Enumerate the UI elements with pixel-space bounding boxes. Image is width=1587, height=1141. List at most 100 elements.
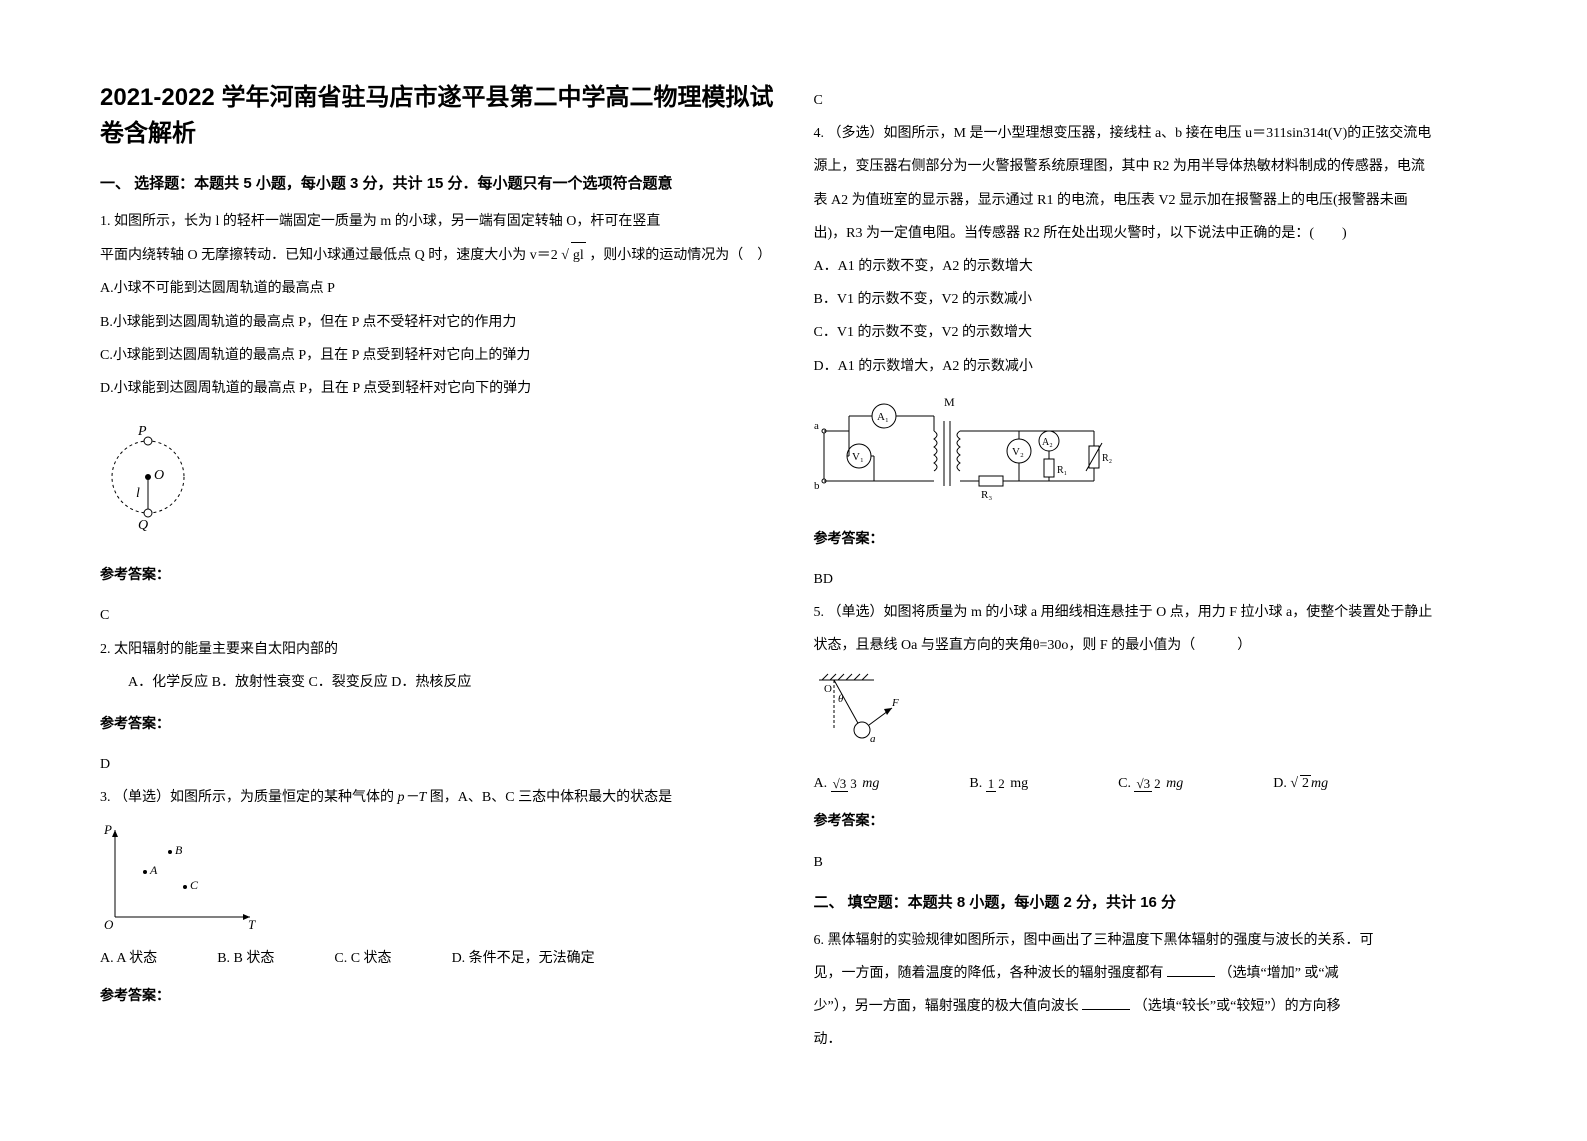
q1-ans: C — [100, 603, 774, 628]
q4-label-r3: R₃ — [981, 489, 992, 501]
q3-stem: 3. （单选）如图所示，为质量恒定的某种气体的 p－T 图，A、B、C 三态中体… — [100, 785, 774, 810]
q2-opts: A．化学反应 B．放射性衰变 C．裂变反应 D．热核反应 — [100, 670, 774, 695]
q5-label-f: F — [891, 697, 899, 709]
q4-label-a: a — [814, 420, 819, 432]
q3-opts: A. A 状态 B. B 状态 C. C 状态 D. 条件不足，无法确定 — [100, 947, 774, 967]
q4-label-r1: R₁ — [1057, 465, 1067, 476]
q1-label-o: O — [154, 468, 164, 483]
q6-stem-2: 见，一方面，随着温度的降低，各种波长的辐射强度都有 （选填“增加” 或“减 — [814, 961, 1488, 986]
q5-label-theta: θ — [838, 693, 844, 705]
q3-stem-i: p－T — [398, 790, 427, 805]
q3-axis-p: P — [103, 822, 112, 837]
q3-opt-d: D. 条件不足，无法确定 — [452, 947, 595, 967]
q5-opt-d-pre: D. — [1273, 776, 1290, 791]
q5-opt-c-den: 2 — [1152, 776, 1163, 791]
q4-diagram: a b A₁ V₁ M R₃ — [814, 391, 1114, 501]
q4-stem-4: 出)，R3 为一定值电阻。当传感器 R2 所在处出现火警时，以下说法中正确的是：… — [814, 221, 1488, 246]
q6-stem-2b: （选填“增加” 或“减 — [1219, 966, 1339, 981]
q5-opt-a-den: 3 — [848, 776, 859, 791]
q1-stem-2b: ，则小球的运动情况为（ ） — [589, 248, 771, 263]
q5-opt-a-pre: A. — [814, 776, 831, 791]
left-column: 2021-2022 学年河南省驻马店市遂平县第二中学高二物理模拟试卷含解析 一、… — [100, 80, 774, 1061]
q5-opt-b-den: 2 — [996, 776, 1007, 791]
q3-pt-b: B — [175, 843, 183, 857]
q5-opt-b: B. 12 mg — [969, 776, 1028, 792]
q6-stem-2a: 见，一方面，随着温度的降低，各种波长的辐射强度都有 — [814, 966, 1164, 981]
q3-axis-t: T — [248, 917, 256, 932]
q3-stem-a: 3. （单选）如图所示，为质量恒定的某种气体的 — [100, 790, 394, 805]
q2-stem: 2. 太阳辐射的能量主要来自太阳内部的 — [100, 637, 774, 662]
right-column: C 4. （多选）如图所示，M 是一小型理想变压器，接线柱 a、b 接在电压 u… — [814, 80, 1488, 1061]
q1-label-q: Q — [138, 518, 148, 533]
q6-blank-1 — [1167, 976, 1215, 977]
q3-opt-c: C. C 状态 — [334, 947, 391, 967]
q1-opt-b: B.小球能到达圆周轨道的最高点 P，但在 P 点不受轻杆对它的作用力 — [100, 310, 774, 335]
q5-opt-b-suf: mg — [1010, 776, 1028, 791]
q1-diagram: P O l Q — [108, 417, 188, 537]
q4-label-a1: A₁ — [877, 411, 889, 423]
q1-opt-a: A.小球不可能到达圆周轨道的最高点 P — [100, 276, 774, 301]
q5-opt-d-suf: mg — [1311, 776, 1328, 791]
q5-stem-2: 状态，且悬线 Oa 与竖直方向的夹角θ=30o，则 F 的最小值为（ ） — [814, 633, 1488, 658]
q1-label-l: l — [136, 486, 140, 501]
q1-opt-d: D.小球能到达圆周轨道的最高点 P，且在 P 点受到轻杆对它向下的弹力 — [100, 376, 774, 401]
q6-stem-3a: 少”），另一方面，辐射强度的极大值向波长 — [814, 999, 1079, 1014]
q5-stem-1: 5. （单选）如图将质量为 m 的小球 a 用细线相连悬挂于 O 点，用力 F … — [814, 600, 1488, 625]
q3-ans: C — [814, 88, 1488, 113]
q5-ans: B — [814, 850, 1488, 875]
q4-label-r2: R₂ — [1102, 453, 1112, 464]
q6-stem-3: 少”），另一方面，辐射强度的极大值向波长 （选填“较长”或“较短”）的方向移 — [814, 994, 1488, 1019]
q2-ans-label: 参考答案： — [100, 711, 774, 736]
q4-stem-2: 源上，变压器右侧部分为一火警报警系统原理图，其中 R2 为用半导体热敏材料制成的… — [814, 154, 1488, 179]
q4-label-v2: V₂ — [1012, 446, 1024, 458]
q4-stem-1: 4. （多选）如图所示，M 是一小型理想变压器，接线柱 a、b 接在电压 u＝3… — [814, 121, 1488, 146]
q5-opt-b-pre: B. — [969, 776, 985, 791]
q5-opt-d-sqrt: 2 — [1300, 775, 1311, 792]
section-2-head: 二、 填空题：本题共 8 小题，每小题 2 分，共计 16 分 — [814, 891, 1488, 912]
q5-label-a: a — [870, 733, 876, 745]
q5-opt-c-num: √3 — [1134, 776, 1152, 792]
q4-opt-b: B．V1 的示数不变，V2 的示数减小 — [814, 287, 1488, 312]
q4-ans-label: 参考答案： — [814, 526, 1488, 551]
q3-ans-label: 参考答案： — [100, 983, 774, 1008]
q1-stem-line1: 1. 如图所示，长为 l 的轻杆一端固定一质量为 m 的小球，另一端有固定转轴 … — [100, 209, 774, 234]
q3-stem-b: 图，A、B、C 三态中体积最大的状态是 — [430, 790, 672, 805]
q3-axis-o: O — [104, 917, 114, 932]
exam-title: 2021-2022 学年河南省驻马店市遂平县第二中学高二物理模拟试卷含解析 — [100, 80, 774, 152]
q5-diagram: O θ a F — [814, 670, 914, 760]
q6-stem-4: 动． — [814, 1027, 1488, 1052]
q1-sqrt: √gl — [561, 248, 586, 263]
q2-ans: D — [100, 752, 774, 777]
q1-label-p: P — [137, 424, 147, 439]
q4-stem-3: 表 A2 为值班室的显示器，显示通过 R1 的电流，电压表 V2 显示加在报警器… — [814, 188, 1488, 213]
q3-opt-a: A. A 状态 — [100, 947, 157, 967]
q6-blank-2 — [1082, 1009, 1130, 1010]
q1-opt-c: C.小球能到达圆周轨道的最高点 P，且在 P 点受到轻杆对它向上的弹力 — [100, 343, 774, 368]
q1-sqrt-val: gl — [571, 242, 586, 268]
q5-opt-d: D. √2mg — [1273, 775, 1328, 792]
q4-opt-a: A．A1 的示数不变，A2 的示数增大 — [814, 254, 1488, 279]
q6-stem-3b: （选填“较长”或“较短”）的方向移 — [1134, 999, 1341, 1014]
q5-label-o: O — [824, 683, 832, 695]
q4-opt-d: D．A1 的示数增大，A2 的示数减小 — [814, 354, 1488, 379]
q4-label-m: M — [944, 395, 955, 409]
q5-opt-a-suf: mg — [862, 776, 879, 791]
q5-opt-a-num: √3 — [831, 776, 849, 792]
q3-pt-c: C — [190, 878, 199, 892]
q5-opt-c-pre: C. — [1118, 776, 1134, 791]
q5-opts: A. √33 mg B. 12 mg C. √32 mg D. √2mg — [814, 775, 1488, 792]
q4-opt-c: C．V1 的示数不变，V2 的示数增大 — [814, 320, 1488, 345]
section-1-head: 一、 选择题：本题共 5 小题，每小题 3 分，共计 15 分．每小题只有一个选… — [100, 172, 774, 193]
q4-label-a2: A₂ — [1042, 437, 1053, 448]
q4-label-b: b — [814, 480, 820, 492]
q4-ans: BD — [814, 567, 1488, 592]
q1-stem-line2: 平面内绕转轴 O 无摩擦转动．已知小球通过最低点 Q 时，速度大小为 v＝2 √… — [100, 242, 774, 268]
q3-diagram: P T O A B C — [100, 822, 260, 932]
q5-opt-b-num: 1 — [986, 776, 997, 792]
q5-opt-c: C. √32 mg — [1118, 776, 1183, 792]
q1-ans-label: 参考答案： — [100, 562, 774, 587]
exam-page: 2021-2022 学年河南省驻马店市遂平县第二中学高二物理模拟试卷含解析 一、… — [0, 0, 1587, 1141]
q5-opt-c-suf: mg — [1166, 776, 1183, 791]
q3-pt-a: A — [149, 863, 158, 877]
q5-opt-a: A. √33 mg — [814, 776, 880, 792]
